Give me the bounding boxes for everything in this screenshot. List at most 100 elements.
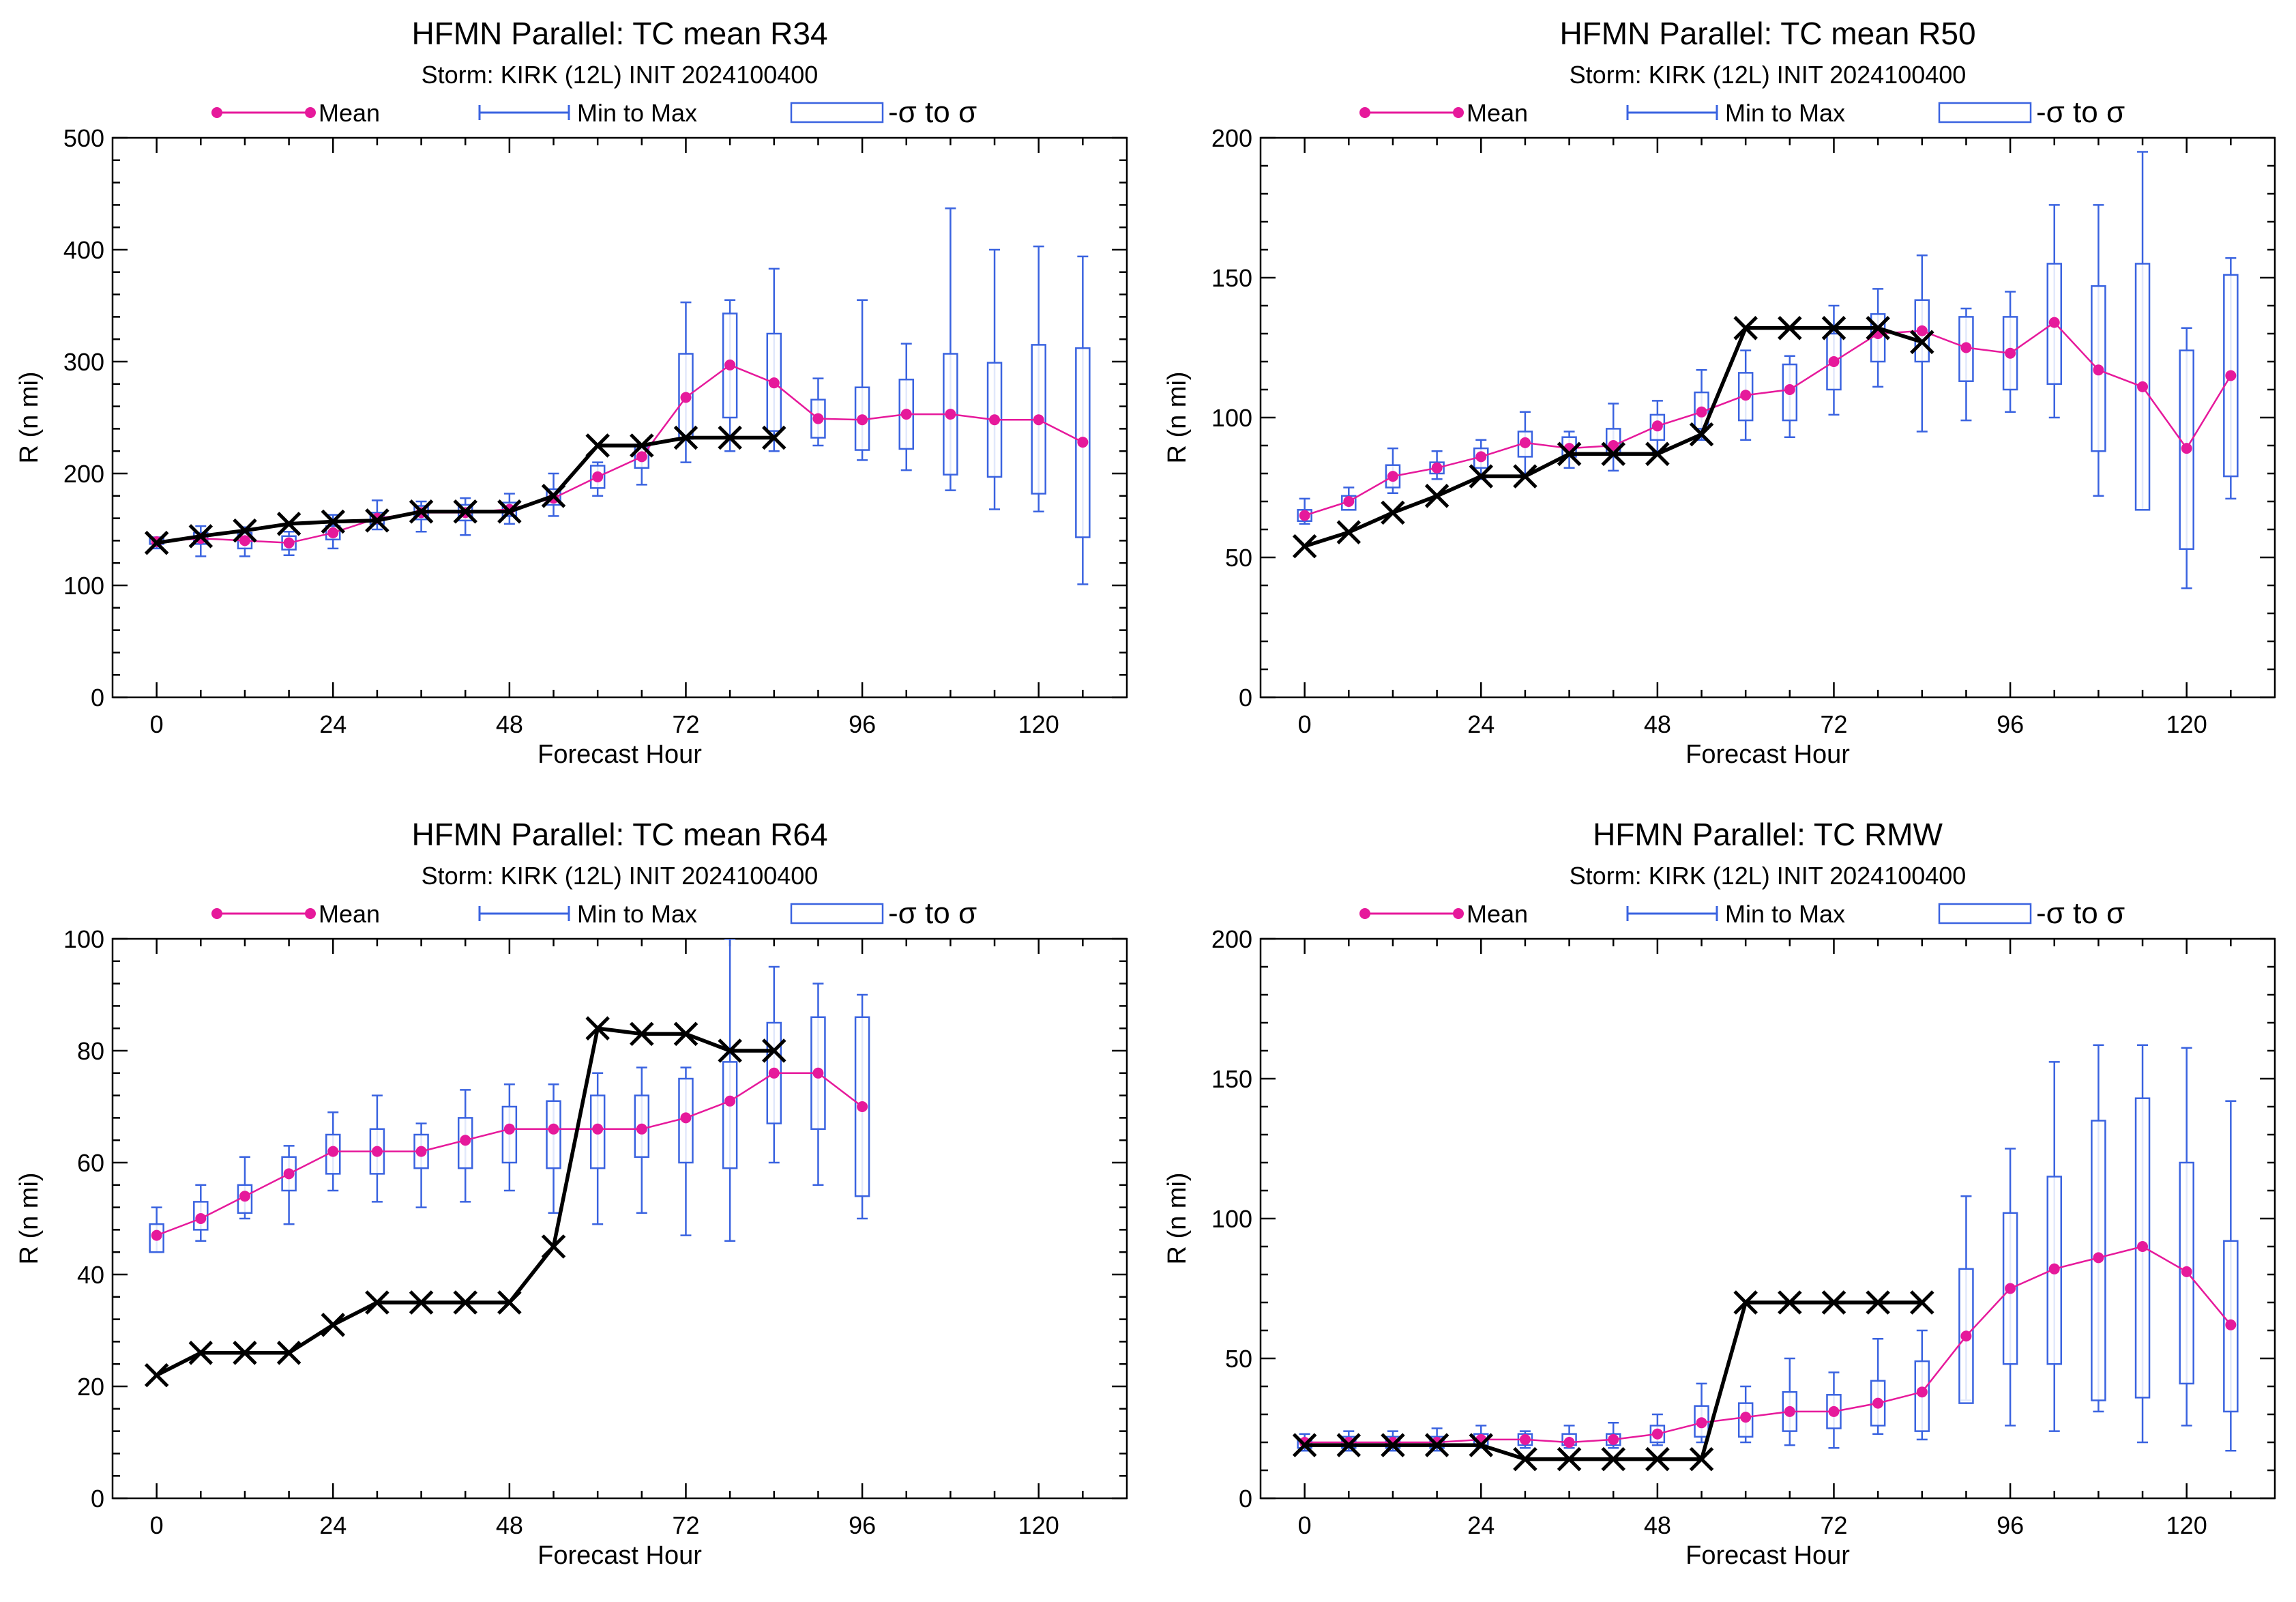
legend-label-range: Min to Max xyxy=(1725,99,1845,127)
legend-label-sigma: -σ to σ xyxy=(888,96,977,129)
mean-point xyxy=(1696,406,1707,418)
chart-subtitle: Storm: KIRK (12L) INIT 2024100400 xyxy=(1570,862,1967,890)
mean-point xyxy=(151,1229,162,1241)
mean-point xyxy=(1872,1397,1884,1409)
observed-marker xyxy=(276,512,301,536)
legend-mean-marker xyxy=(305,107,316,118)
y-tick-label: 80 xyxy=(77,1037,104,1065)
observed-marker xyxy=(144,530,169,555)
observed-marker xyxy=(1469,464,1494,489)
observed-marker xyxy=(1821,1290,1846,1315)
x-tick-label: 72 xyxy=(1820,1511,1847,1539)
y-tick-label: 150 xyxy=(1211,264,1252,292)
mean-line xyxy=(1304,321,2232,516)
legend-sigma-box xyxy=(1938,102,2032,123)
y-axis-label: R (n mi) xyxy=(1163,1172,1192,1264)
observed-marker xyxy=(144,1363,169,1388)
data-layer xyxy=(1292,151,2239,589)
x-tick-label: 0 xyxy=(1298,1511,1312,1539)
y-tick-label: 100 xyxy=(1211,1205,1252,1233)
legend-sigma-box xyxy=(1938,903,2032,924)
legend-label-sigma: -σ to σ xyxy=(888,897,977,930)
observed-marker xyxy=(365,1290,389,1315)
mean-point xyxy=(1740,1412,1752,1423)
data-layer xyxy=(1292,1044,2239,1472)
observed-marker xyxy=(1866,1290,1890,1315)
observed-marker xyxy=(1336,1433,1362,1457)
y-tick-label: 100 xyxy=(63,572,104,600)
legend-mean-marker xyxy=(211,908,222,919)
y-tick-label: 50 xyxy=(1225,544,1252,572)
mean-point xyxy=(857,1101,868,1112)
x-tick-label: 24 xyxy=(319,1511,347,1539)
mean-point xyxy=(1916,1386,1928,1398)
mean-point xyxy=(2093,1252,2104,1264)
observed-marker xyxy=(233,1341,257,1365)
mean-point xyxy=(239,535,250,547)
legend-sigma-box xyxy=(790,102,884,123)
observed-marker xyxy=(1381,1433,1405,1457)
observed-marker xyxy=(1557,441,1582,467)
y-tick-label: 0 xyxy=(1239,684,1252,712)
chart-title: HFMN Parallel: TC mean R50 xyxy=(1559,16,1975,51)
legend-label-range: Min to Max xyxy=(1725,900,1845,928)
mean-point xyxy=(1784,1406,1795,1417)
chart-legend: Mean Min to Max -σ to σ xyxy=(1359,96,2125,129)
mean-point xyxy=(812,413,824,424)
legend-label-mean: Mean xyxy=(319,99,380,127)
observed-marker xyxy=(188,524,214,549)
x-tick-label: 120 xyxy=(1018,1511,1059,1539)
x-tick-label: 72 xyxy=(672,1511,699,1539)
observed-marker xyxy=(1469,1433,1494,1457)
observed-marker xyxy=(453,1290,477,1315)
observed-marker xyxy=(1778,316,1802,340)
chart-panel-2: HFMN Parallel: TC mean R50 Storm: KIRK (1… xyxy=(1148,0,2296,801)
legend-mean-marker xyxy=(1359,107,1370,118)
legend-label-mean: Mean xyxy=(1467,900,1528,928)
mean-line xyxy=(1304,1245,2232,1444)
mean-point xyxy=(989,414,1001,426)
observed-marker xyxy=(1733,316,1758,340)
legend-label-mean: Mean xyxy=(319,900,380,928)
sigma-box xyxy=(722,1061,738,1169)
observed-marker xyxy=(718,1038,742,1063)
mean-point xyxy=(283,537,295,549)
observed-marker xyxy=(233,518,257,543)
mean-point xyxy=(195,1213,207,1224)
observed-marker xyxy=(673,1021,698,1047)
y-tick-label: 60 xyxy=(77,1149,104,1177)
chart-panel-4: HFMN Parallel: TC RMW Storm: KIRK (12L) I… xyxy=(1148,801,2296,1602)
y-tick-label: 300 xyxy=(63,348,104,376)
x-tick-label: 120 xyxy=(2166,710,2207,738)
sigma-box xyxy=(501,1105,518,1164)
x-tick-label: 48 xyxy=(1644,1511,1671,1539)
x-tick-label: 120 xyxy=(1018,710,1059,738)
y-tick-label: 200 xyxy=(1211,124,1252,152)
observed-marker xyxy=(1601,1446,1625,1472)
x-tick-label: 48 xyxy=(496,1511,523,1539)
x-tick-label: 96 xyxy=(849,710,876,738)
legend-mean-marker xyxy=(211,107,222,118)
mean-point xyxy=(768,1067,780,1079)
mean-point xyxy=(1343,496,1355,507)
observed-marker xyxy=(1645,441,1670,467)
observed-marker xyxy=(1778,1290,1802,1315)
mean-point xyxy=(2181,1266,2192,1277)
x-tick-label: 96 xyxy=(1997,1511,2024,1539)
x-tick-label: 24 xyxy=(319,710,347,738)
observed-marker xyxy=(365,508,389,533)
mean-point xyxy=(592,1123,604,1135)
observed-marker xyxy=(321,1313,346,1337)
mean-point xyxy=(1828,356,1840,367)
legend-label-sigma: -σ to σ xyxy=(2036,897,2125,930)
x-axis-label: Forecast Hour xyxy=(1686,1541,1850,1570)
observed-marker xyxy=(1733,1290,1758,1315)
y-axis-label: R (n mi) xyxy=(15,371,44,463)
legend-label-sigma: -σ to σ xyxy=(2036,96,2125,129)
chart-svg: HFMN Parallel: TC mean R34 Storm: KIRK (1… xyxy=(15,16,1128,769)
mean-point xyxy=(680,392,692,403)
chart-legend: Mean Min to Max -σ to σ xyxy=(211,897,977,930)
x-tick-label: 0 xyxy=(150,710,164,738)
chart-subtitle: Storm: KIRK (12L) INIT 2024100400 xyxy=(422,61,819,89)
